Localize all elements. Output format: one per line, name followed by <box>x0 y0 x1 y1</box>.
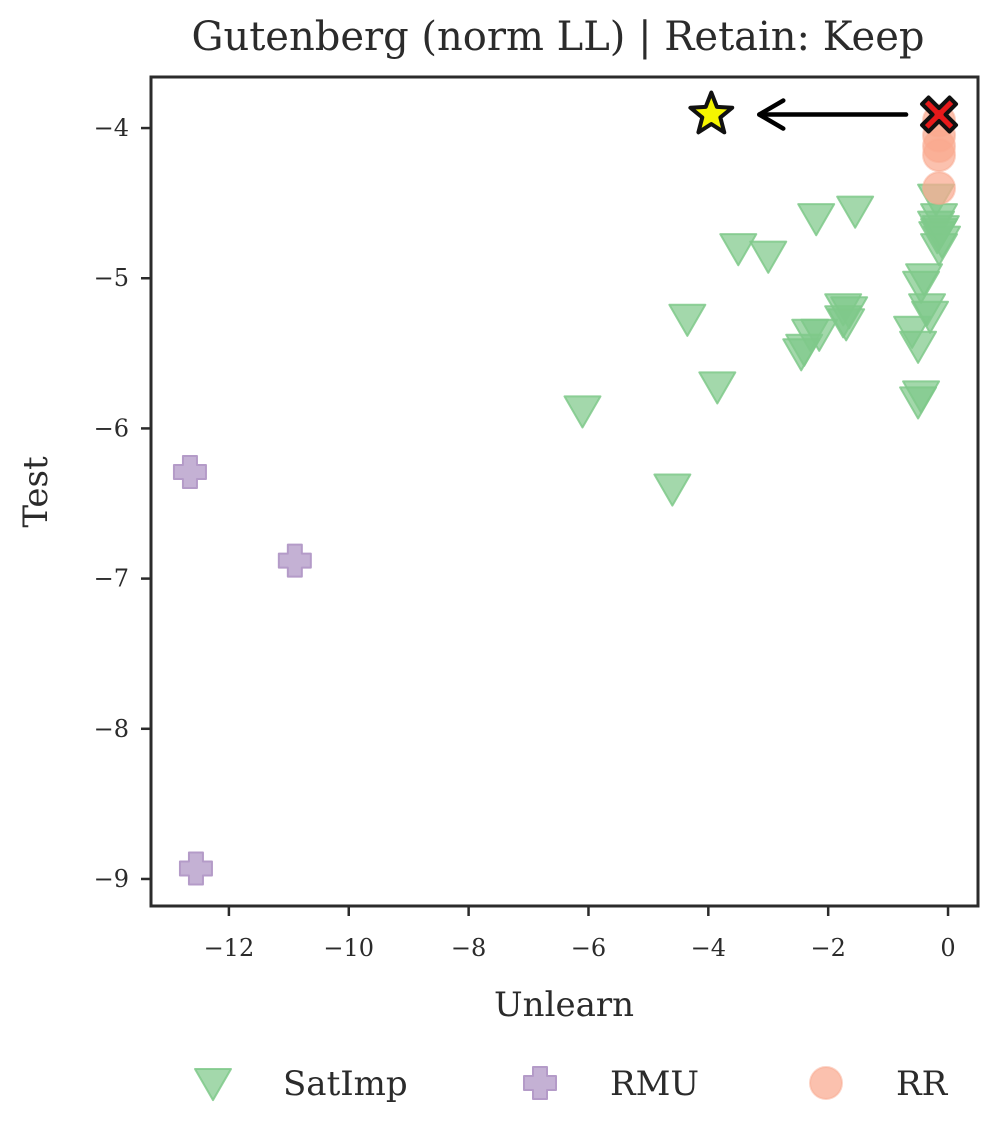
x-tick-label: −4 <box>691 934 726 962</box>
y-axis-label: Test <box>16 456 56 528</box>
data-point-rr <box>922 171 957 206</box>
plot-frame <box>149 75 980 908</box>
data-point-satimp <box>563 395 602 429</box>
x-axis-label: Unlearn <box>494 985 634 1025</box>
legend-item-rmu: RMU <box>523 1064 699 1104</box>
data-point-satimp <box>749 240 788 274</box>
legend-item-rr: RR <box>809 1064 949 1104</box>
legend-item-satimp: SatImp <box>194 1064 408 1104</box>
data-point-satimp <box>782 338 821 372</box>
data-point-rmu <box>277 543 312 578</box>
data-point-satimp <box>902 270 941 304</box>
data-point-satimp <box>824 305 863 339</box>
y-tick-label: −7 <box>94 565 129 593</box>
legend-label: RR <box>896 1064 949 1104</box>
data-point-satimp <box>899 386 938 420</box>
x-tick-label: −10 <box>323 934 374 962</box>
annotations <box>688 90 959 135</box>
x-tick-label: −2 <box>810 934 845 962</box>
legend: SatImp RMU RR <box>194 1064 949 1104</box>
x-tick-label: −6 <box>571 934 606 962</box>
x-tick-label: −8 <box>451 934 486 962</box>
data-point-rmu <box>178 851 213 886</box>
series-satimp <box>563 183 962 507</box>
data-point-rmu <box>172 454 207 489</box>
x-tick-label: 0 <box>940 934 955 962</box>
legend-marker-rr <box>809 1066 843 1100</box>
x-marker <box>920 95 959 134</box>
data-point-satimp <box>668 303 707 337</box>
chart-title: Gutenberg (norm LL) | Retain: Keep <box>191 14 924 60</box>
y-tick-label: −5 <box>94 264 129 292</box>
star-marker <box>688 90 735 135</box>
data-point-satimp <box>836 195 875 229</box>
axis-ticks: −12 −10 −8 −6 −4 −2 0 −9 −8 −7 −6 −5 −4 <box>94 114 956 962</box>
data-point-satimp <box>653 473 692 507</box>
data-point-rr <box>922 138 957 173</box>
data-point-satimp <box>797 203 836 237</box>
data-point-satimp <box>921 215 960 249</box>
legend-marker-satimp <box>194 1067 232 1102</box>
legend-marker-rmu <box>523 1066 557 1100</box>
data-point-satimp <box>698 371 737 405</box>
y-tick-label: −8 <box>94 715 129 743</box>
y-tick-label: −6 <box>94 414 129 442</box>
series-rmu <box>172 454 312 886</box>
legend-label: RMU <box>610 1064 699 1104</box>
y-tick-label: −9 <box>94 865 129 893</box>
y-tick-label: −4 <box>94 114 129 142</box>
data-point-satimp <box>719 233 758 267</box>
data-point-satimp <box>911 300 950 334</box>
x-tick-label: −12 <box>204 934 255 962</box>
data-marks <box>172 103 962 886</box>
data-point-satimp <box>899 330 938 364</box>
arrow-head <box>757 98 786 131</box>
legend-label: SatImp <box>283 1064 408 1104</box>
